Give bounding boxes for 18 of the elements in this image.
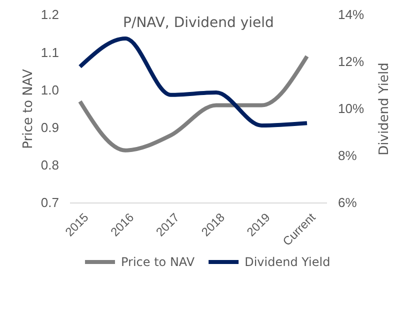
y2-tick-label: 10% [338,101,364,116]
legend-label: Price to NAV [121,255,196,270]
y-tick-label: 1.1 [40,44,59,60]
line-series [78,54,309,152]
y2-tick-label: 6% [338,195,358,210]
y2-axis-title: Dividend Yield [377,62,392,156]
y2-tick-label: 8% [338,148,358,164]
y2-tick-label: 12% [338,54,364,70]
y-tick-label: 0.8 [40,158,59,173]
y-axis-title: Price to NAV [21,69,36,149]
y2-tick-label: 14% [338,7,364,22]
legend-label: Dividend Yield [244,255,330,270]
y-tick-label: 0.7 [40,195,59,210]
y-tick-label: 1.2 [40,7,59,22]
y-tick-label: 1.0 [40,82,59,98]
y-tick-label: 0.9 [40,120,59,135]
chart-title: P/NAV, Dividend yield [123,15,274,31]
line-series [78,36,309,128]
